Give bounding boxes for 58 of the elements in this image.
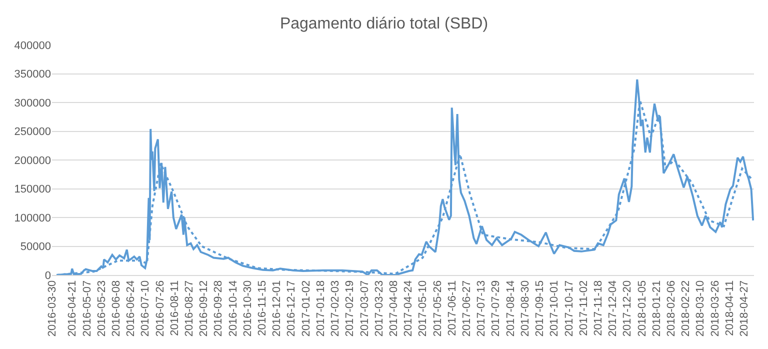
y-tick-label: 100000 [14,212,51,224]
x-tick-label: 2017-06-27 [461,280,474,337]
x-tick-label: 2018-03-10 [694,280,707,337]
x-tick-label: 2017-01-18 [314,280,327,337]
x-tick-label: 2017-07-29 [490,280,502,337]
x-tick-label: 2017-05-26 [432,280,444,337]
x-tick-label: 2016-08-27 [184,280,196,337]
x-tick-label: 2016-11-15 [256,280,269,336]
x-tick-label: 2016-09-28 [212,280,225,337]
x-tick-label: 2016-05-23 [96,280,108,337]
x-tick-label: 2017-05-10 [417,280,430,337]
x-tick-label: 2016-04-21 [66,280,79,337]
x-tick-label: 2017-03-23 [373,280,386,337]
x-tick-label: 2017-02-19 [344,280,356,337]
x-tick-label: 2018-04-11 [724,280,736,336]
y-tick-label: 200000 [14,154,51,167]
x-tick-label: 2016-05-07 [81,280,94,337]
x-tick-label: 2017-11-02 [578,280,590,336]
x-tick-label: 2016-03-30 [46,280,59,337]
x-tick-label: 2017-10-17 [563,280,576,337]
x-tick-label: 2017-12-04 [607,280,620,337]
x-tick-label: 2016-12-01 [271,280,284,337]
x-tick-label: 2018-01-21 [650,280,663,337]
y-tick-label: 350000 [14,68,51,81]
x-tick-label: 2017-04-24 [402,280,415,337]
y-tick-label: 250000 [14,126,51,138]
x-tick-label: 2018-01-05 [636,280,648,337]
x-tick-label: 2017-07-13 [476,280,488,337]
x-tick-label: 2017-01-02 [300,280,312,337]
x-tick-label: 2017-03-07 [358,280,371,337]
x-tick-label: 2016-07-10 [140,280,152,337]
x-tick-label: 2016-09-12 [198,280,210,337]
x-tick-label: 2016-08-11 [168,280,181,336]
y-tick-label: 50000 [20,241,51,254]
x-tick-label: 2017-02-03 [330,280,342,337]
x-tick-label: 2017-08-30 [519,280,532,337]
x-tick-label: 2017-10-01 [548,280,561,337]
x-tick-label: 2018-02-22 [680,280,692,337]
x-tick-label: 2018-02-06 [666,280,678,337]
chart-title: Pagamento diário total (SBD) [280,16,488,33]
x-tick-label: 2017-06-11 [446,280,458,336]
x-tick-label: 2017-08-14 [504,280,517,337]
y-tick-label: 0 [44,270,51,282]
x-tick-label: 2017-04-08 [388,280,400,337]
x-tick-label: 2016-06-24 [125,280,138,337]
x-tick-label: 2017-12-20 [622,280,634,337]
y-tick-label: 400000 [14,40,51,52]
y-tick-label: 150000 [14,184,51,196]
x-tick-label: 2016-07-26 [154,280,166,337]
x-tick-label: 2018-04-27 [738,280,751,337]
x-tick-label: 2017-09-15 [534,280,546,337]
y-tick-label: 300000 [14,97,51,110]
x-tick-label: 2016-06-08 [110,280,122,337]
x-tick-label: 2017-11-18 [592,280,604,336]
x-tick-label: 2016-12-17 [286,280,298,337]
x-tick-label: 2018-03-26 [709,280,722,337]
x-tick-label: 2016-10-14 [227,280,240,337]
x-tick-label: 2016-10-30 [242,280,254,337]
